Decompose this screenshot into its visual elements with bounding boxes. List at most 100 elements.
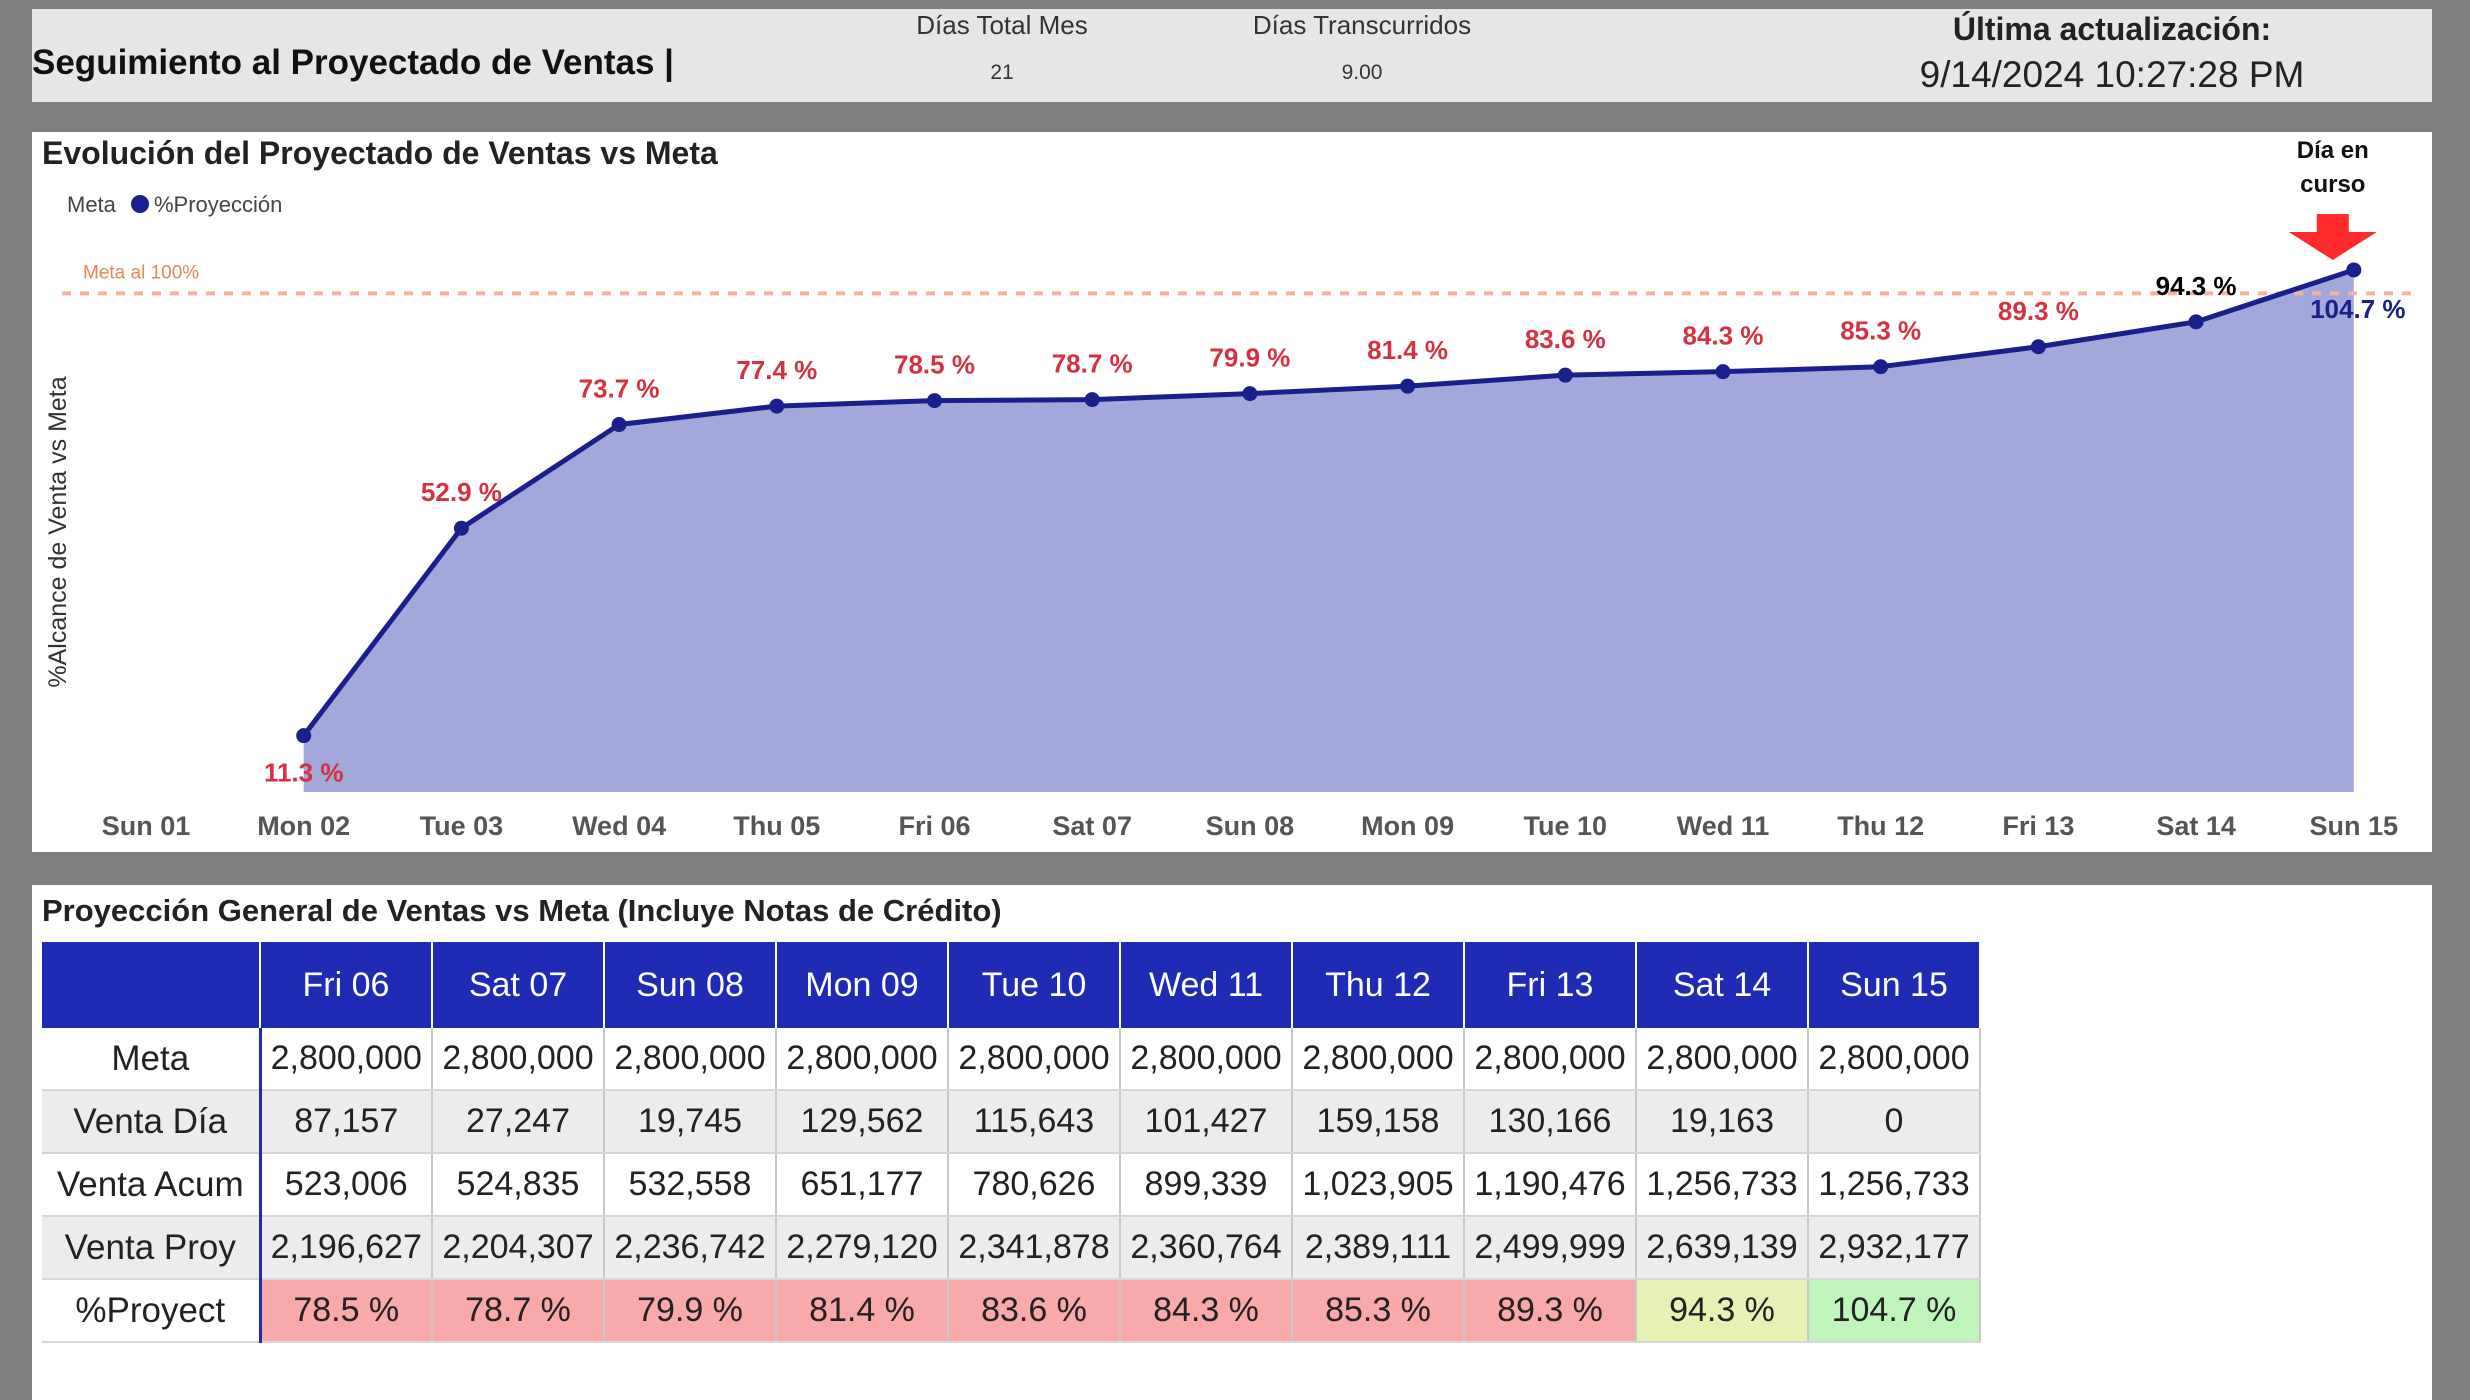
data-point	[2346, 262, 2362, 278]
x-tick-label: Mon 09	[1361, 811, 1454, 841]
data-label: 81.4 %	[1367, 335, 1448, 365]
table-cell: 19,745	[604, 1090, 777, 1154]
table-cell: 651,177	[776, 1153, 949, 1217]
table-cell: 27,247	[432, 1090, 605, 1154]
table-cell: 1,256,733	[1808, 1153, 1981, 1217]
last-update-label: Última actualización:	[1952, 11, 2272, 47]
chart-panel: Meta al 100% 11.3 % 52.9 % 73.7 % 77.4 % 78.5…	[32, 132, 2432, 852]
table-cell: 159,158	[1292, 1090, 1465, 1154]
table-cell: 81.4 %	[776, 1279, 949, 1343]
data-point	[1557, 367, 1573, 383]
report-title: Seguimiento al Proyectado de Ventas |	[32, 43, 674, 82]
callout-label-line2: curso	[2300, 171, 2365, 198]
table-row: Venta Acum 523,006 524,835 532,558 651,177 78…	[42, 1153, 1981, 1217]
x-tick-label: Tue 10	[1524, 811, 1608, 841]
projection-table: Fri 06 Sat 07 Sun 08 Mon 09 Tue 10 Wed 11 Thu …	[42, 942, 1981, 1343]
table-cell: 523,006	[260, 1153, 433, 1217]
table-cell: 2,800,000	[948, 1028, 1121, 1091]
data-label: 83.6 %	[1525, 324, 1606, 354]
x-tick-label: Tue 03	[420, 811, 504, 841]
x-tick-label: Fri 06	[898, 811, 970, 841]
table-cell: 532,558	[604, 1153, 777, 1217]
table-cell: 2,800,000	[1808, 1028, 1981, 1091]
table-title: Proyección General de Ventas vs Meta (In…	[42, 893, 1002, 928]
data-label: 11.3 %	[264, 758, 344, 788]
row-header: %Proyect	[42, 1279, 262, 1343]
data-point	[2188, 314, 2204, 330]
table-cell: 2,204,307	[432, 1216, 605, 1280]
table-cell: 87,157	[260, 1090, 433, 1154]
table-cell: 2,800,000	[1636, 1028, 1809, 1091]
projection-area	[303, 269, 2354, 792]
column-header: Thu 12	[1292, 942, 1465, 1028]
table-cell: 94.3 %	[1636, 1279, 1809, 1343]
data-label: 78.7 %	[1052, 349, 1133, 379]
legend-marker	[131, 195, 149, 213]
data-label: 84.3 %	[1683, 321, 1764, 351]
data-label: 78.5 %	[894, 350, 975, 380]
kpi-days-total-value: 21	[990, 61, 1014, 84]
x-tick-label: Mon 02	[257, 811, 350, 841]
table-cell: 115,643	[948, 1090, 1121, 1154]
table-cell: 2,800,000	[604, 1028, 777, 1091]
table-cell: 78.7 %	[432, 1279, 605, 1343]
table-cell: 2,800,000	[432, 1028, 605, 1091]
x-tick-label: Fri 13	[2002, 811, 2074, 841]
table-cell: 2,800,000	[1292, 1028, 1465, 1091]
table-row: Venta Proy 2,196,627 2,204,307 2,236,742 2,2…	[42, 1216, 1981, 1280]
kpi-days-elapsed-value: 9.00	[1341, 61, 1383, 84]
table-cell: 78.5 %	[260, 1279, 433, 1343]
x-tick-label: Thu 12	[1837, 811, 1924, 841]
table-corner-cell	[42, 942, 261, 1028]
data-label: 104.7 %	[2310, 294, 2405, 324]
table-cell: 83.6 %	[948, 1279, 1121, 1343]
table-row: %Proyect 78.5 % 78.7 % 79.9 % 81.4 % 83.6 % 84…	[42, 1279, 1981, 1343]
data-label: 52.9 %	[421, 477, 502, 507]
data-point	[453, 520, 469, 536]
table-cell: 2,800,000	[1464, 1028, 1637, 1091]
data-point	[611, 417, 627, 433]
table-cell: 101,427	[1120, 1090, 1293, 1154]
table-row: Meta 2,800,000 2,800,000 2,800,000 2,800,000…	[42, 1028, 1981, 1091]
column-header: Sat 07	[432, 942, 605, 1028]
table-cell: 2,800,000	[260, 1028, 433, 1091]
callout-label-line1: Día en	[2297, 137, 2369, 164]
table-cell: 19,163	[1636, 1090, 1809, 1154]
column-header: Fri 13	[1464, 942, 1637, 1028]
column-header: Wed 11	[1120, 942, 1293, 1028]
table-cell: 89.3 %	[1464, 1279, 1637, 1343]
table-cell: 84.3 %	[1120, 1279, 1293, 1343]
x-tick-label: Sat 07	[1052, 811, 1132, 841]
column-header: Sun 08	[604, 942, 777, 1028]
table-cell: 1,256,733	[1636, 1153, 1809, 1217]
x-tick-label: Thu 05	[733, 811, 820, 841]
column-header: Fri 06	[260, 942, 433, 1028]
column-header: Mon 09	[776, 942, 949, 1028]
x-tick-label: Sun 15	[2310, 811, 2399, 841]
table-cell: 780,626	[948, 1153, 1121, 1217]
table-cell: 524,835	[432, 1153, 605, 1217]
y-axis-label: %Alcance de Venta vs Meta	[44, 376, 72, 687]
table-cell: 2,279,120	[776, 1216, 949, 1280]
x-tick-label: Sun 08	[1206, 811, 1295, 841]
projection-line	[301, 267, 2355, 738]
table-cell: 85.3 %	[1292, 1279, 1465, 1343]
data-point	[1084, 392, 1100, 408]
table-cell: 2,800,000	[1120, 1028, 1293, 1091]
table-cell: 130,166	[1464, 1090, 1637, 1154]
x-tick-label: Wed 11	[1677, 811, 1770, 841]
table-cell: 2,389,111	[1292, 1216, 1465, 1280]
table-cell: 2,932,177	[1808, 1216, 1981, 1280]
data-label: 85.3 %	[1840, 316, 1921, 346]
row-header: Venta Proy	[42, 1216, 262, 1280]
table-cell: 79.9 %	[604, 1279, 777, 1343]
data-point	[296, 728, 312, 744]
table-cell: 2,639,139	[1636, 1216, 1809, 1280]
data-point	[1242, 386, 1258, 402]
data-point	[769, 398, 785, 414]
last-update-value: 9/14/2024 10:27:28 PM	[1919, 54, 2305, 95]
x-tick-label: Wed 04	[572, 811, 666, 841]
table-header-row: Fri 06 Sat 07 Sun 08 Mon 09 Tue 10 Wed 11 Thu …	[42, 942, 1981, 1028]
table-cell: 2,360,764	[1120, 1216, 1293, 1280]
legend-item-projection: %Proyección	[154, 192, 282, 217]
